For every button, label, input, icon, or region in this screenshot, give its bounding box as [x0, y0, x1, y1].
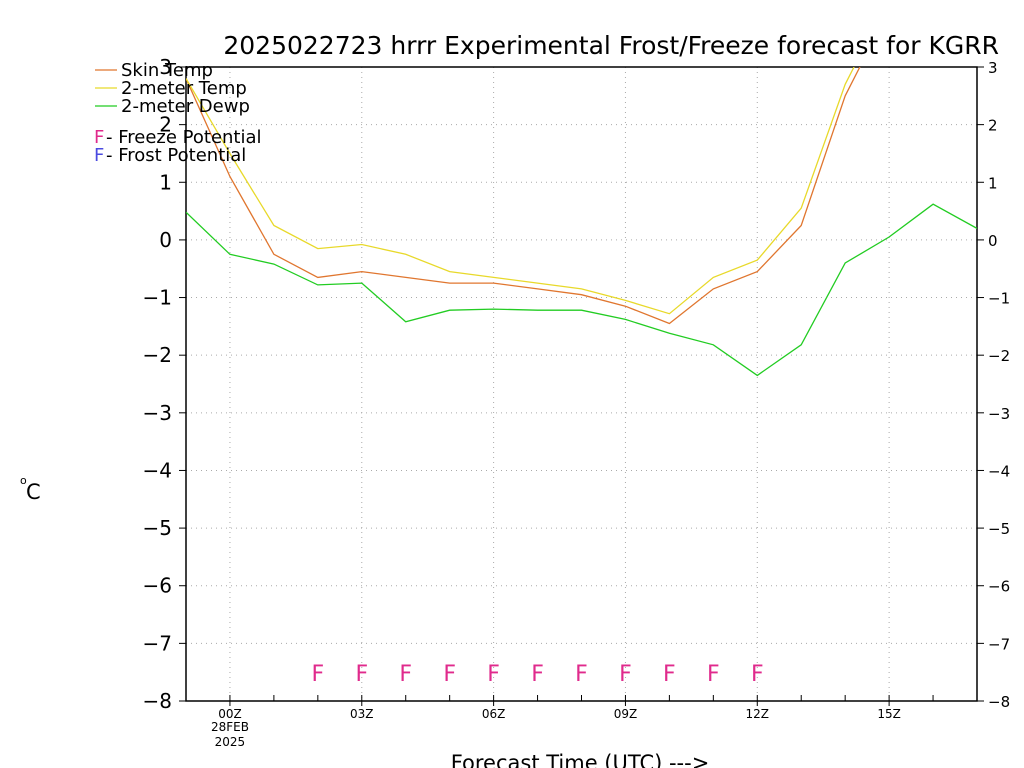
y-axis-degree: o [20, 474, 27, 487]
y-tick-label-left: 3 [159, 55, 172, 79]
y-tick-label-right: −6 [988, 578, 1010, 596]
y-tick-label-right: −8 [988, 693, 1010, 711]
freeze-marker: F [355, 662, 368, 687]
y-tick-label-left: −8 [143, 689, 172, 713]
freeze-marker: F [619, 662, 632, 687]
chart-title: 2025022723 hrrr Experimental Frost/Freez… [223, 31, 999, 60]
freeze-marker: F [663, 662, 676, 687]
y-tick-label-right: −1 [988, 290, 1010, 308]
freeze-marker: F [707, 662, 720, 687]
series-lines [186, 67, 977, 377]
x-tick-label: 09Z [614, 707, 638, 721]
plot-frame [185, 66, 978, 702]
y-tick-label-right: −2 [988, 347, 1010, 365]
freeze-marker: F [487, 662, 500, 687]
series-line-2-meter-temp [186, 67, 855, 315]
y-tick-label-left: −2 [143, 343, 172, 367]
series-line-2-meter-dewp [186, 203, 977, 377]
legend-potential-label: - Frost Potential [106, 145, 246, 166]
freeze-marker: F [399, 662, 412, 687]
x-axis-label: Forecast Time (UTC) ---> [451, 751, 710, 768]
y-tick-label-left: 1 [159, 170, 172, 194]
x-tick-label: 12Z [746, 707, 770, 721]
y-tick-label-left: 0 [159, 228, 172, 252]
y-tick-label-right: 2 [988, 117, 998, 135]
series-line-skin-temp [186, 67, 861, 325]
x-tick-label: 00Z [218, 707, 242, 721]
y-tick-label-left: −3 [143, 401, 172, 425]
legend-label: 2-meter Dewp [121, 96, 250, 117]
y-tick-label-right: −5 [988, 520, 1010, 538]
legend-potential-label: - Freeze Potential [106, 127, 262, 148]
y-tick-label-right: 1 [988, 174, 998, 192]
freeze-marker: F [575, 662, 588, 687]
y-tick-label-left: −4 [143, 458, 172, 482]
grid-lines [186, 67, 977, 701]
legend-marker: F [94, 145, 104, 166]
legend-label: Skin Temp [121, 60, 213, 81]
y-tick-label-right: −4 [988, 462, 1010, 480]
y-axes: −8 −8 −7 −7 −6 −6 −5 −5 −4 −4 −3 −3 −2 −2 −1 −1 0 0 1 1 2 2 3 3 [143, 55, 1011, 713]
y-tick-label-right: −3 [988, 405, 1010, 423]
freeze-marker: F [312, 662, 325, 687]
x-tick-sublabel: 2025 [215, 735, 246, 749]
x-tick-label: 06Z [482, 707, 506, 721]
legend-label: 2-meter Temp [121, 78, 247, 99]
y-tick-label-right: 3 [988, 59, 998, 77]
freeze-marker: F [443, 662, 456, 687]
x-tick-label: 03Z [350, 707, 374, 721]
y-tick-label-right: −7 [988, 635, 1010, 653]
y-axis-unit: C [26, 480, 41, 504]
freeze-marker: F [531, 662, 544, 687]
y-tick-label-left: 2 [159, 113, 172, 137]
y-tick-label-left: −1 [143, 286, 172, 310]
x-tick-label: 15Z [877, 707, 901, 721]
x-tick-sublabel: 28FEB [211, 720, 249, 734]
legend-marker: F [94, 127, 104, 148]
y-tick-label-left: −7 [143, 631, 172, 655]
freeze-marker: F [751, 662, 764, 687]
y-tick-label-left: −6 [143, 574, 172, 598]
y-tick-label-right: 0 [988, 232, 998, 250]
y-tick-label-left: −5 [143, 516, 172, 540]
